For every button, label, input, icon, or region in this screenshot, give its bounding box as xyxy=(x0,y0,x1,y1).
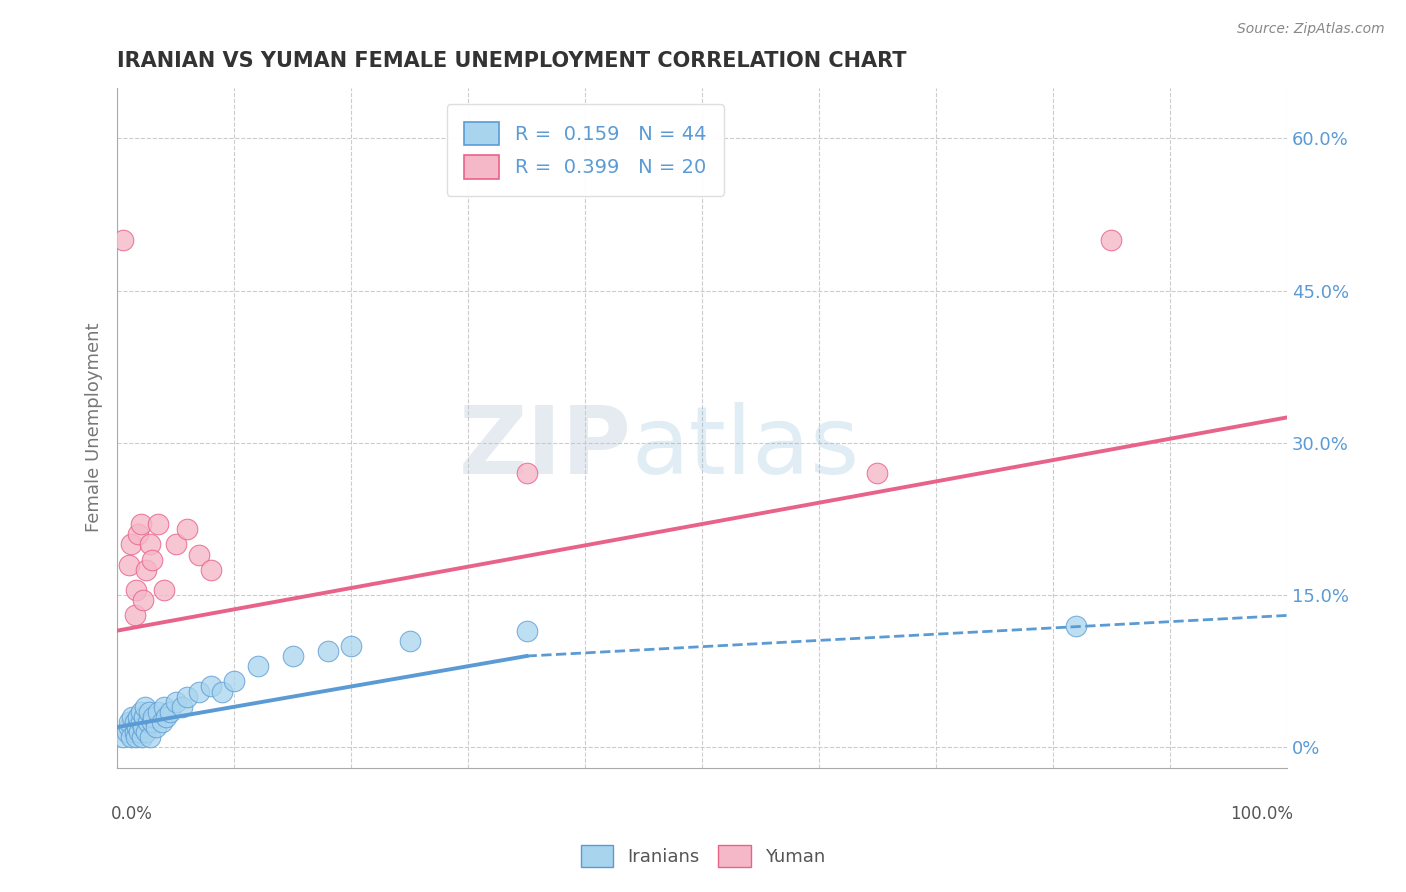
Point xyxy=(132,720,155,734)
Point xyxy=(165,537,187,551)
Point xyxy=(866,467,889,481)
Point xyxy=(176,690,198,704)
Point xyxy=(125,731,148,745)
Point xyxy=(129,705,152,719)
Point xyxy=(188,684,211,698)
Point xyxy=(139,537,162,551)
Point xyxy=(134,699,156,714)
Legend: Iranians, Yuman: Iranians, Yuman xyxy=(574,838,832,874)
Point xyxy=(121,710,143,724)
Point xyxy=(316,644,339,658)
Point xyxy=(155,710,177,724)
Point xyxy=(176,522,198,536)
Text: 100.0%: 100.0% xyxy=(1230,805,1292,823)
Point xyxy=(132,593,155,607)
Point xyxy=(211,684,233,698)
Point xyxy=(139,731,162,745)
Point xyxy=(128,725,150,739)
Point xyxy=(142,710,165,724)
Point xyxy=(132,710,155,724)
Point xyxy=(340,639,363,653)
Point xyxy=(129,517,152,532)
Point xyxy=(146,517,169,532)
Point xyxy=(281,648,304,663)
Point xyxy=(120,731,142,745)
Point xyxy=(124,608,146,623)
Point xyxy=(129,714,152,729)
Point xyxy=(136,714,159,729)
Point xyxy=(115,725,138,739)
Point xyxy=(165,695,187,709)
Point xyxy=(170,699,193,714)
Point xyxy=(118,720,141,734)
Point xyxy=(138,705,160,719)
Point xyxy=(246,659,269,673)
Point xyxy=(145,720,167,734)
Point xyxy=(141,714,163,729)
Point xyxy=(131,731,153,745)
Point xyxy=(159,705,181,719)
Point xyxy=(200,680,222,694)
Point xyxy=(146,705,169,719)
Point xyxy=(224,674,246,689)
Point xyxy=(124,725,146,739)
Point xyxy=(150,714,173,729)
Point xyxy=(1099,233,1122,247)
Point xyxy=(125,582,148,597)
Text: Source: ZipAtlas.com: Source: ZipAtlas.com xyxy=(1237,22,1385,37)
Point xyxy=(125,720,148,734)
Point xyxy=(135,563,157,577)
Point xyxy=(516,624,538,638)
Point xyxy=(118,558,141,572)
Text: ZIP: ZIP xyxy=(458,402,631,494)
Point xyxy=(1066,618,1088,632)
Point xyxy=(112,233,135,247)
Text: 0.0%: 0.0% xyxy=(111,805,153,823)
Point xyxy=(127,710,149,724)
Y-axis label: Female Unemployment: Female Unemployment xyxy=(86,323,103,533)
Point xyxy=(112,731,135,745)
Point xyxy=(153,699,176,714)
Point xyxy=(153,582,176,597)
Point xyxy=(398,633,420,648)
Point xyxy=(127,527,149,541)
Point xyxy=(124,714,146,729)
Point xyxy=(141,552,163,566)
Point xyxy=(200,563,222,577)
Point xyxy=(118,714,141,729)
Point xyxy=(135,725,157,739)
Point xyxy=(120,537,142,551)
Point xyxy=(188,548,211,562)
Text: atlas: atlas xyxy=(631,402,860,494)
Legend: R =  0.159   N = 44, R =  0.399   N = 20: R = 0.159 N = 44, R = 0.399 N = 20 xyxy=(447,104,724,196)
Text: IRANIAN VS YUMAN FEMALE UNEMPLOYMENT CORRELATION CHART: IRANIAN VS YUMAN FEMALE UNEMPLOYMENT COR… xyxy=(117,51,907,70)
Point xyxy=(516,467,538,481)
